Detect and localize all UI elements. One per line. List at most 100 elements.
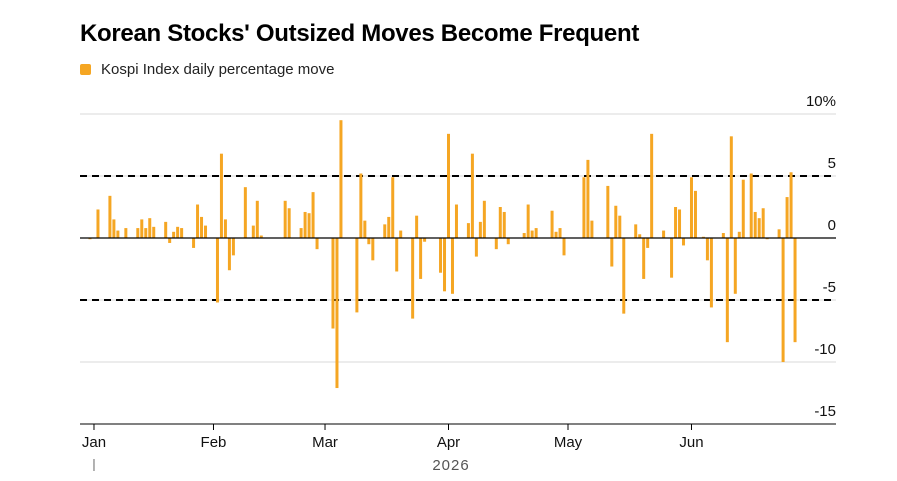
bar — [733, 238, 737, 294]
bar — [753, 211, 757, 238]
bar — [701, 236, 705, 238]
year-label: 2026 — [432, 457, 469, 474]
bar — [705, 238, 709, 261]
bar — [709, 238, 713, 308]
bar — [311, 192, 315, 238]
bar — [223, 219, 227, 238]
bar — [192, 238, 196, 248]
y-tick-label: -15 — [814, 403, 836, 420]
bar — [176, 226, 180, 238]
bar — [227, 238, 231, 271]
bar — [140, 219, 144, 238]
bar — [335, 238, 339, 389]
bar — [781, 238, 785, 362]
x-tick-label: Feb — [201, 434, 227, 451]
bar — [478, 221, 482, 238]
bar — [200, 216, 204, 238]
bar — [251, 225, 255, 238]
bar — [339, 120, 343, 238]
bar — [526, 204, 530, 238]
legend: Kospi Index daily percentage move — [80, 60, 334, 78]
bar — [439, 238, 443, 273]
bar — [618, 215, 622, 238]
bar — [172, 231, 176, 238]
x-tick-label: Jan — [82, 434, 106, 451]
bar — [355, 238, 359, 313]
bar — [757, 218, 761, 238]
bar — [315, 238, 319, 250]
bar — [789, 172, 793, 238]
bar — [359, 173, 363, 238]
bar — [682, 238, 686, 246]
bar — [116, 230, 120, 238]
bar — [506, 238, 510, 245]
bar — [642, 238, 646, 279]
bar — [650, 133, 654, 238]
bar — [96, 209, 100, 238]
y-tick-label: 10% — [806, 93, 836, 110]
bar — [474, 238, 478, 257]
bar — [454, 204, 458, 238]
bar — [287, 208, 291, 238]
bar — [482, 200, 486, 238]
bar — [152, 226, 156, 238]
bar — [622, 238, 626, 314]
bar — [678, 209, 682, 238]
bar — [399, 230, 403, 238]
bar — [470, 153, 474, 238]
bar — [447, 133, 450, 238]
bar — [777, 229, 781, 238]
bar — [646, 238, 650, 248]
bar — [554, 231, 558, 238]
bar — [494, 238, 498, 250]
bar — [502, 211, 506, 238]
bar — [307, 213, 311, 238]
bar — [387, 216, 391, 238]
bar — [634, 224, 638, 238]
chart-title: Korean Stocks' Outsized Moves Become Fre… — [80, 20, 640, 47]
bar — [729, 136, 733, 238]
bar — [741, 179, 745, 238]
bar — [411, 238, 415, 319]
bar — [558, 228, 562, 238]
y-tick-label: -5 — [823, 279, 836, 296]
x-tick-label: Mar — [312, 434, 338, 451]
bar — [670, 238, 674, 278]
bar — [363, 220, 367, 238]
bar — [108, 195, 112, 238]
bar — [215, 238, 219, 303]
bar — [793, 238, 797, 343]
bar — [590, 220, 594, 238]
bar — [721, 233, 725, 238]
y-tick-label: 5 — [828, 155, 836, 172]
bar — [443, 238, 447, 292]
bar — [498, 207, 502, 238]
bar — [610, 238, 614, 267]
bar — [164, 221, 168, 238]
bar — [180, 228, 184, 238]
bar — [303, 211, 307, 238]
bar — [148, 218, 152, 238]
bar — [88, 238, 92, 240]
bar — [367, 238, 371, 245]
bar — [638, 234, 642, 238]
bar — [674, 207, 678, 238]
bar — [299, 228, 303, 238]
bar — [371, 238, 375, 261]
bar — [765, 238, 769, 240]
bar — [749, 173, 753, 238]
bar — [204, 225, 208, 238]
y-axis-ticks: 10% 5 0 -5 -10 -15 — [806, 93, 836, 420]
x-axis-ticks: Jan Feb Mar Apr May Jun — [82, 424, 704, 471]
x-tick-label: Apr — [437, 434, 460, 451]
bar — [737, 231, 741, 238]
bar — [562, 238, 566, 256]
bar — [196, 204, 200, 238]
bar — [550, 210, 554, 238]
y-tick-label: -10 — [814, 341, 836, 358]
bar — [785, 197, 789, 238]
bar — [136, 228, 140, 238]
bar — [243, 187, 247, 238]
bar — [534, 228, 538, 238]
